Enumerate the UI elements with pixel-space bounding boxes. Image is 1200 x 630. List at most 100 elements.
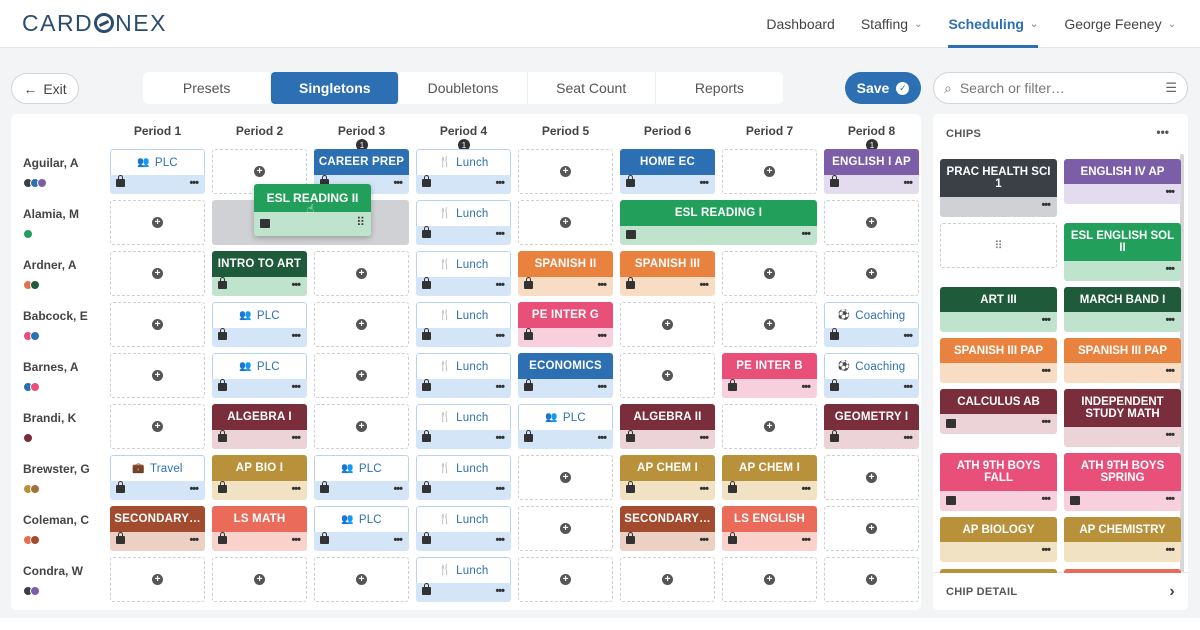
empty-slot[interactable]: +	[620, 353, 715, 398]
empty-slot[interactable]: +	[824, 251, 919, 296]
exit-button[interactable]: ← Exit	[11, 73, 79, 104]
minimize-icon[interactable]	[946, 496, 956, 505]
course-chip[interactable]: SPANISH III •••	[620, 251, 715, 296]
nav-george-feeney[interactable]: George Feeney ⌄	[1064, 0, 1176, 48]
more-icon[interactable]: •••	[393, 177, 403, 189]
empty-slot[interactable]: +	[110, 302, 205, 347]
minimize-icon[interactable]	[626, 230, 636, 239]
more-icon[interactable]: •••	[903, 432, 913, 444]
course-chip[interactable]: ESL READING I •••	[620, 200, 817, 245]
minimize-icon[interactable]	[946, 419, 956, 428]
minimize-icon[interactable]	[1070, 496, 1080, 505]
more-icon[interactable]: •••	[291, 432, 301, 444]
course-chip[interactable]: AP CHEMISTRY •••	[1064, 517, 1181, 562]
empty-slot[interactable]: +	[518, 149, 613, 194]
empty-slot[interactable]: +	[518, 557, 613, 602]
lock-icon[interactable]	[422, 226, 431, 238]
more-icon[interactable]: •••	[495, 585, 505, 597]
lock-icon[interactable]	[218, 430, 227, 442]
empty-slot[interactable]: +	[110, 353, 205, 398]
tab-singletons[interactable]: Singletons	[271, 72, 400, 104]
more-icon[interactable]: •••	[1165, 493, 1175, 505]
more-icon[interactable]: •••	[1041, 544, 1051, 556]
course-chip[interactable]: INDEPENDENT STUDY MATH •••	[1064, 389, 1181, 447]
course-chip[interactable]: ⚽ Coaching •••	[824, 353, 919, 398]
lock-icon[interactable]	[626, 481, 635, 493]
empty-slot[interactable]: +	[518, 200, 613, 245]
more-icon[interactable]: •••	[495, 279, 505, 291]
empty-slot[interactable]: +	[314, 404, 409, 449]
more-icon[interactable]: •••	[291, 483, 301, 495]
more-icon[interactable]: •••	[495, 432, 505, 444]
more-icon[interactable]: •••	[903, 381, 913, 393]
lock-icon[interactable]	[524, 328, 533, 340]
empty-slot[interactable]: +	[110, 251, 205, 296]
lock-icon[interactable]	[422, 277, 431, 289]
course-chip[interactable]: ALGEBRA I •••	[212, 404, 307, 449]
course-chip[interactable]: LS ENGLISH •••	[722, 506, 817, 551]
more-icon[interactable]: •••	[1165, 186, 1175, 198]
more-icon[interactable]: •••	[1165, 544, 1175, 556]
teacher-name[interactable]: Brandi, K	[23, 411, 77, 425]
course-chip[interactable]: 👥 PLC •••	[314, 455, 409, 500]
course-chip[interactable]: 🍴 Lunch •••	[416, 557, 511, 602]
more-icon[interactable]: •••	[495, 483, 505, 495]
more-icon[interactable]: •••	[903, 177, 913, 189]
course-chip[interactable]: 🍴 Lunch •••	[416, 404, 511, 449]
lock-icon[interactable]	[422, 532, 431, 544]
course-chip[interactable]: 👥 PLC •••	[212, 302, 307, 347]
lock-icon[interactable]	[320, 532, 329, 544]
lock-icon[interactable]	[524, 379, 533, 391]
empty-slot[interactable]: +	[518, 455, 613, 500]
teacher-name[interactable]: Coleman, C	[23, 513, 90, 527]
empty-slot[interactable]: +	[824, 200, 919, 245]
nav-staffing[interactable]: Staffing ⌄	[861, 0, 923, 48]
empty-slot[interactable]: +	[620, 557, 715, 602]
lock-icon[interactable]	[626, 430, 635, 442]
empty-slot[interactable]: +	[314, 557, 409, 602]
more-icon[interactable]: •••	[495, 228, 505, 240]
lock-icon[interactable]	[422, 481, 431, 493]
empty-slot[interactable]: +	[722, 149, 817, 194]
more-icon[interactable]: •••	[495, 381, 505, 393]
empty-slot[interactable]: +	[518, 506, 613, 551]
teacher-name[interactable]: Aguilar, A	[23, 156, 79, 170]
more-icon[interactable]: •••	[1156, 125, 1169, 139]
lock-icon[interactable]	[830, 379, 839, 391]
more-icon[interactable]: •••	[189, 534, 199, 546]
save-button[interactable]: Save ✓	[845, 72, 921, 104]
dragging-chip[interactable]: ESL READING II ⠿	[254, 184, 371, 236]
course-chip[interactable]: AP CHEM I •••	[722, 455, 817, 500]
lock-icon[interactable]	[728, 532, 737, 544]
teacher-name[interactable]: Barnes, A	[23, 360, 79, 374]
cardonex-logo[interactable]: CARD NEX	[22, 10, 167, 36]
course-chip[interactable]: ESL ENGLISH SOL II •••	[1064, 223, 1181, 281]
course-chip[interactable]: 🍴 Lunch •••	[416, 506, 511, 551]
course-chip[interactable]: ENGLISH I AP •••	[824, 149, 919, 194]
lock-icon[interactable]	[422, 175, 431, 187]
more-icon[interactable]: •••	[1165, 314, 1175, 326]
course-chip[interactable]: 👥 PLC •••	[518, 404, 613, 449]
course-chip[interactable]: LS MATH •••	[212, 506, 307, 551]
lock-icon[interactable]	[422, 328, 431, 340]
course-chip[interactable]: 💼 Travel •••	[110, 455, 205, 500]
more-icon[interactable]: •••	[801, 228, 811, 240]
empty-slot[interactable]: +	[110, 557, 205, 602]
course-chip[interactable]: 🍴 Lunch •••	[416, 455, 511, 500]
partial-chip[interactable]	[1064, 569, 1181, 573]
course-chip[interactable]: ART III •••	[940, 287, 1057, 332]
more-icon[interactable]: •••	[597, 432, 607, 444]
more-icon[interactable]: •••	[1041, 493, 1051, 505]
more-icon[interactable]: •••	[189, 483, 199, 495]
nav-scheduling[interactable]: Scheduling ⌄	[948, 0, 1038, 48]
partial-chip[interactable]	[940, 569, 1057, 573]
more-icon[interactable]: •••	[801, 534, 811, 546]
course-chip[interactable]: ENGLISH IV AP •••	[1064, 159, 1181, 204]
course-chip[interactable]: ATH 9TH BOYS SPRING •••	[1064, 453, 1181, 511]
lock-icon[interactable]	[422, 379, 431, 391]
lock-icon[interactable]	[728, 481, 737, 493]
course-chip[interactable]: INTRO TO ART •••	[212, 251, 307, 296]
empty-slot[interactable]: +	[824, 455, 919, 500]
lock-icon[interactable]	[116, 532, 125, 544]
tab-presets[interactable]: Presets	[143, 72, 272, 104]
